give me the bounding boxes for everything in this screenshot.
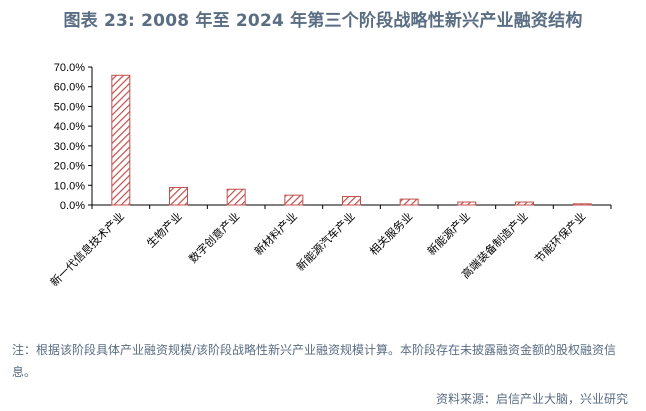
x-tick-label: 新材料产业 bbox=[251, 209, 300, 258]
bar-5 bbox=[342, 196, 361, 206]
bar-2 bbox=[169, 186, 188, 206]
x-tick-label: 新一代信息技术产业 bbox=[47, 209, 127, 289]
chart-note: 注：根据该阶段具体产业融资规模/该阶段战略性新兴产业融资规模计算。本阶段存在未披… bbox=[12, 343, 617, 379]
y-tick-label: 60.0% bbox=[54, 82, 85, 94]
x-tick-label: 生物产业 bbox=[144, 209, 185, 250]
y-tick-label: 70.0% bbox=[54, 62, 85, 74]
y-tick-label: 50.0% bbox=[54, 101, 85, 113]
x-tick-label: 相关服务业 bbox=[366, 209, 415, 258]
x-tick-label: 新能源汽车产业 bbox=[293, 209, 357, 273]
bar-chart: 0.0%10.0%20.0%30.0%40.0%50.0%60.0%70.0% … bbox=[47, 62, 612, 289]
x-tick-label: 数字创意产业 bbox=[186, 209, 243, 266]
bar-1 bbox=[111, 74, 131, 206]
bar-6 bbox=[399, 198, 419, 206]
bar-3 bbox=[226, 188, 246, 206]
x-tick-label: 节能环保产业 bbox=[532, 209, 589, 266]
y-tick-label: 10.0% bbox=[54, 180, 85, 192]
bar-8 bbox=[515, 201, 534, 206]
x-tick-label: 新能源产业 bbox=[424, 209, 473, 258]
y-tick-label: 40.0% bbox=[54, 121, 85, 133]
source-text: 资料来源：启信产业大脑，兴业研究 bbox=[435, 392, 628, 406]
bar-7 bbox=[457, 201, 477, 206]
bar-9 bbox=[572, 203, 592, 206]
y-tick-label: 20.0% bbox=[54, 161, 85, 173]
y-tick-label: 30.0% bbox=[54, 141, 85, 153]
chart-title: 图表 23: 2008 年至 2024 年第三个阶段战略性新兴产业融资结构 bbox=[63, 11, 583, 31]
bar-4 bbox=[284, 194, 304, 206]
y-tick-label: 0.0% bbox=[60, 200, 85, 212]
